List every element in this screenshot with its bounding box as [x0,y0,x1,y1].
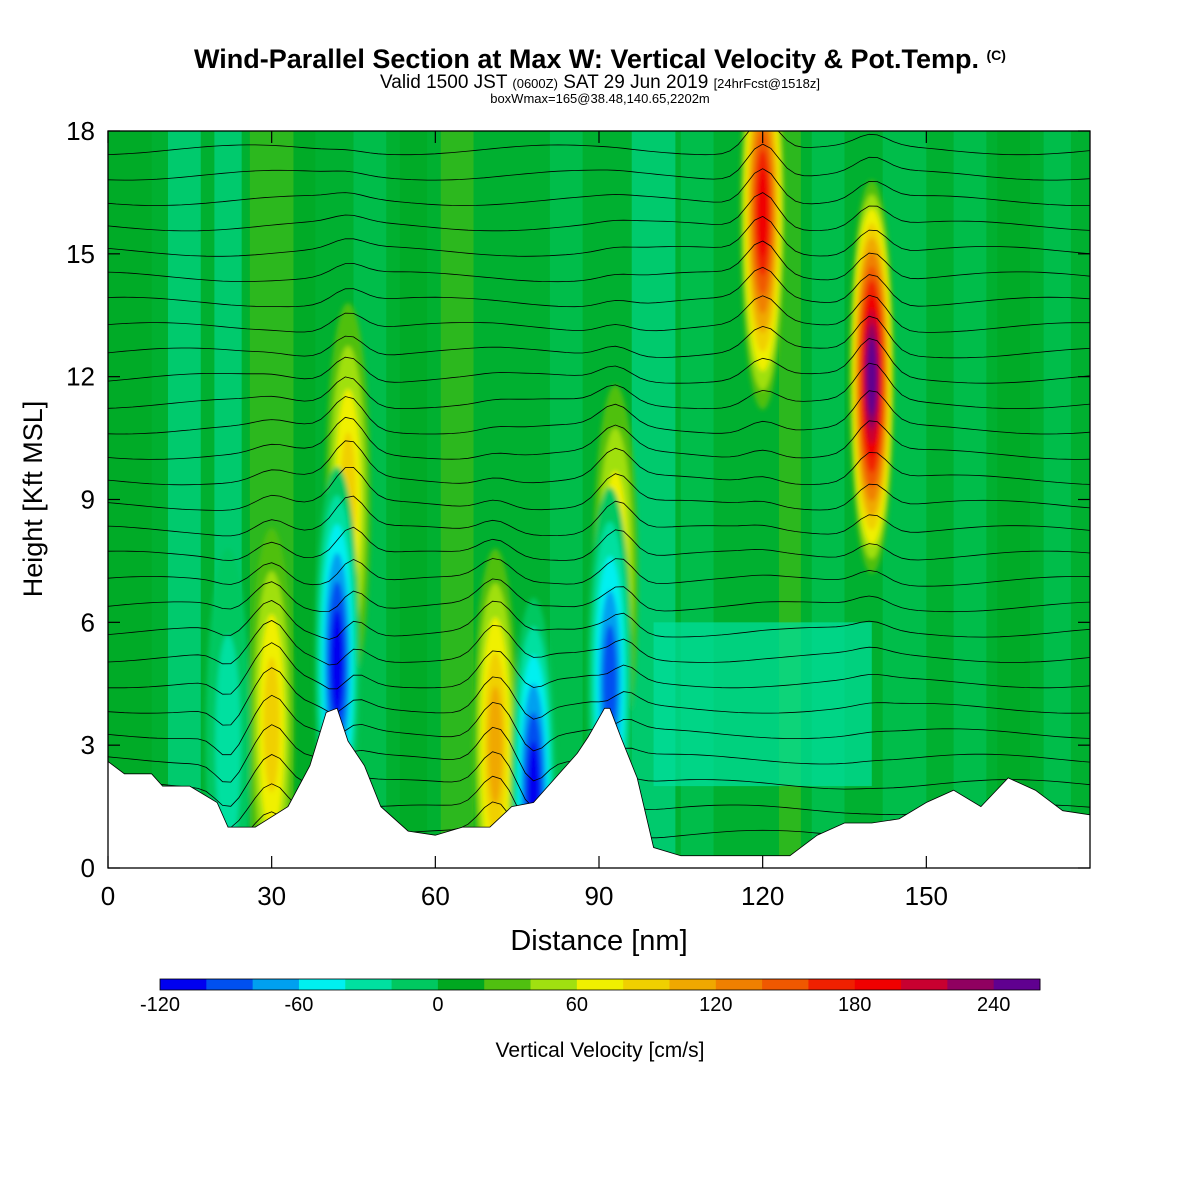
colorbar-swatch [160,979,207,990]
valid-date: SAT 29 Jun 2019 [563,72,709,93]
velocity-streak [168,131,201,868]
colorbar-tick-label: -60 [284,994,313,1016]
colorbar-swatch [206,979,254,990]
colorbar: -120 -60 0 60 120 180 240 [140,978,1041,1016]
weak-downdraft-zone [653,622,872,787]
x-tick-label: 90 [585,881,614,911]
colorbar-swatch [576,979,624,990]
x-axis-label: Distance [nm] [510,925,687,957]
theta-contour [108,315,1090,359]
y-tick-label: 15 [66,239,95,269]
y-tick-label: 18 [66,116,95,146]
y-tick-label: 9 [81,485,95,515]
velocity-streak [1043,131,1071,868]
updraft-core [866,337,877,416]
theta-contour [108,642,1090,695]
colorbar-swatch [484,979,532,990]
plot-area [108,94,1090,868]
x-tick-label: 60 [421,881,450,911]
downdraft-core [330,610,344,717]
y-tick-label: 0 [81,853,95,883]
colorbar-swatch [947,979,995,990]
theta-contour [108,578,1090,613]
theta-contour [108,143,1090,181]
colorbar-swatch [530,979,578,990]
theta-contour [108,266,1090,308]
colorbar-tick-label: 120 [699,994,732,1016]
colorbar-swatch [901,979,948,990]
theta-contour [108,240,1090,283]
y-axis-label: Height [Kft MSL] [18,401,48,598]
theta-contour [108,215,1090,257]
axes: 0 30 60 90 120 150 0 3 6 9 12 15 18 [66,116,1090,911]
theta-contour [108,338,1090,384]
copyright-mark: (C) [986,47,1006,63]
y-tick-label: 6 [81,607,95,637]
theta-contour [108,558,1090,587]
theta-contour [108,390,1090,435]
theta-contour [108,620,1090,666]
colorbar-swatch [854,979,902,990]
velocity-streak [997,131,1030,868]
theta-contour [108,416,1090,460]
x-tick-label: 120 [741,881,784,911]
colorbar-swatch [623,979,670,990]
x-tick-label: 150 [905,881,948,911]
colorbar-tick-label: 0 [432,994,443,1016]
theta-contour [108,440,1090,486]
updraft-core [488,686,503,805]
terrain [108,707,1090,868]
velocity-streak [440,131,474,868]
colorbar-swatch [715,979,763,990]
theta-contour [108,294,1090,333]
valid-utc: (0600Z) [512,76,558,91]
velocity-streak [882,131,927,868]
theta-contour [108,362,1090,410]
colorbar-swatch [345,979,393,990]
colorbar-tick-label: 60 [566,994,588,1016]
colorbar-swatch [669,979,717,990]
theta-contour [108,192,1090,232]
title-text: Wind-Parallel Section at Max W: Vertical… [194,44,979,74]
box-info: boxWmax=165@38.48,140.65,2202m [490,91,710,106]
theta-contour [108,526,1090,561]
colorbar-tick-label: 240 [977,994,1010,1016]
theta-contour [108,466,1090,511]
valid-time-line: Valid 1500 JST (0600Z) SAT 29 Jun 2019 [… [0,73,1200,94]
theta-contour [108,168,1090,206]
updraft-core [757,169,769,257]
theta-contour [108,94,1090,130]
theta-contour [108,667,1090,726]
theta-contour [108,495,1090,537]
velocity-streak [953,131,987,868]
theta-contour [108,131,1090,156]
y-tick-label: 3 [81,730,95,760]
colorbar-label: Vertical Velocity [cm/s] [496,1039,705,1062]
colorbar-swatch [252,979,300,990]
x-tick-label: 0 [101,881,115,911]
colorbar-swatch [993,979,1041,990]
x-tick-label: 30 [257,881,286,911]
valid-prefix: Valid 1500 JST [380,72,508,93]
colorbar-frame [159,978,1041,991]
chart-title: Wind-Parallel Section at Max W: Vertical… [0,44,1200,75]
velocity-streak [293,131,316,868]
colorbar-tick-label: -120 [140,994,180,1016]
colorbar-swatch [437,979,485,990]
forecast-info: [24hrFcst@1518z] [713,76,820,91]
theta-contour [108,600,1090,640]
y-tick-label: 12 [66,362,95,392]
colorbar-swatch [762,979,809,990]
colorbar-swatch [298,979,346,990]
velocity-streak [399,131,428,868]
colorbar-swatch [808,979,856,990]
colorbar-swatch [391,979,439,990]
colorbar-tick-label: 180 [838,994,871,1016]
